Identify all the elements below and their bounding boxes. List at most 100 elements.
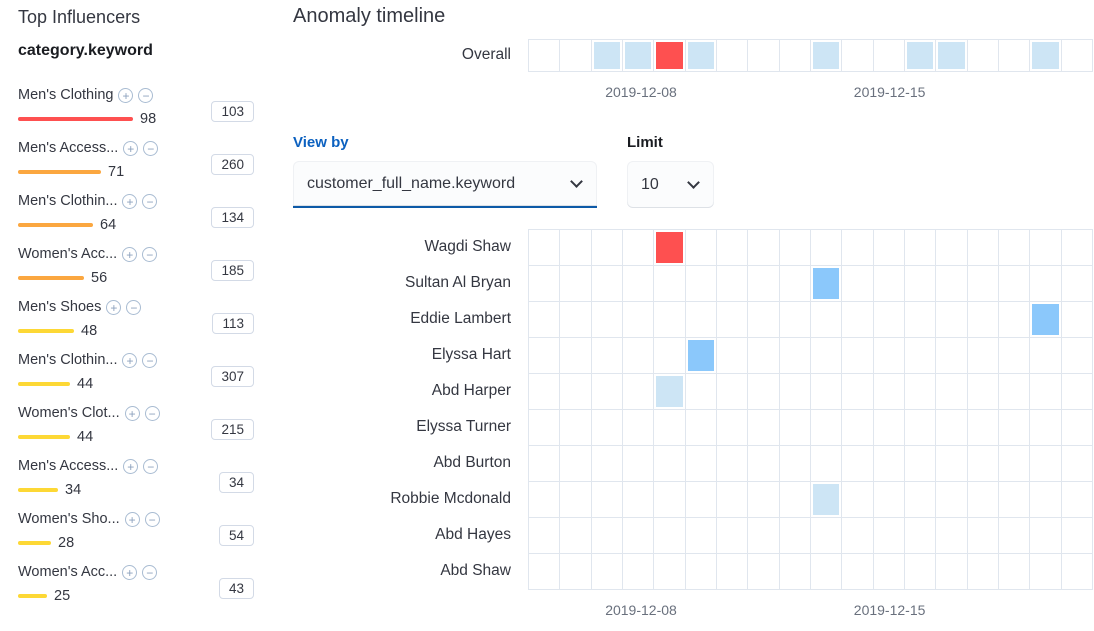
swimlane-cell[interactable]: [591, 374, 623, 410]
swimlane-cell[interactable]: [779, 554, 811, 590]
swimlane-cell[interactable]: [936, 302, 968, 338]
swimlane-cell[interactable]: [873, 266, 905, 302]
swimlane-cell[interactable]: [654, 446, 686, 482]
swimlane-cell[interactable]: [810, 40, 843, 72]
swimlane-cell[interactable]: [748, 40, 780, 72]
swimlane-cell[interactable]: [654, 40, 686, 72]
swimlane-cell[interactable]: [1030, 40, 1062, 72]
swimlane-cell[interactable]: [716, 554, 749, 590]
swimlane-cell[interactable]: [716, 482, 749, 518]
swimlane-cell[interactable]: [529, 554, 561, 590]
swimlane-cell[interactable]: [560, 338, 592, 374]
swimlane-cell[interactable]: [529, 482, 561, 518]
swimlane-cell[interactable]: [560, 482, 592, 518]
swimlane-cell[interactable]: [1030, 230, 1062, 266]
swimlane-cell[interactable]: [748, 482, 780, 518]
swimlane-cell[interactable]: [560, 230, 592, 266]
swimlane-cell[interactable]: [967, 482, 999, 518]
swimlane-cell[interactable]: [1030, 554, 1062, 590]
swimlane-cell[interactable]: [654, 338, 686, 374]
swimlane-cell[interactable]: [622, 40, 655, 72]
add-filter-icon[interactable]: +: [123, 141, 139, 156]
swimlane-cell[interactable]: [779, 482, 811, 518]
swimlane-cell[interactable]: [560, 518, 592, 554]
swimlane-cell[interactable]: [1061, 40, 1093, 72]
swimlane-cell[interactable]: [748, 554, 780, 590]
swimlane-cell[interactable]: [810, 410, 843, 446]
remove-filter-icon[interactable]: −: [126, 300, 142, 315]
remove-filter-icon[interactable]: −: [144, 406, 160, 421]
swimlane-cell[interactable]: [748, 410, 780, 446]
swimlane-cell[interactable]: [810, 338, 843, 374]
swimlane-cell[interactable]: [716, 338, 749, 374]
swimlane-cell[interactable]: [873, 482, 905, 518]
swimlane-cell[interactable]: [622, 410, 655, 446]
swimlane-cell[interactable]: [936, 410, 968, 446]
swimlane-cell[interactable]: [904, 410, 937, 446]
swimlane-cell[interactable]: [748, 518, 780, 554]
swimlane-cell[interactable]: [685, 482, 717, 518]
swimlane-cell[interactable]: [842, 40, 874, 72]
swimlane-cell[interactable]: [654, 554, 686, 590]
add-filter-icon[interactable]: +: [118, 88, 134, 103]
swimlane-cell[interactable]: [716, 518, 749, 554]
swimlane-cell[interactable]: [904, 230, 937, 266]
swimlane-cell[interactable]: [873, 338, 905, 374]
swimlane-cell[interactable]: [1061, 446, 1093, 482]
swimlane-cell[interactable]: [654, 266, 686, 302]
swimlane-cell[interactable]: [591, 446, 623, 482]
swimlane-cell[interactable]: [622, 374, 655, 410]
swimlane-cell[interactable]: [748, 338, 780, 374]
swimlane-cell[interactable]: [842, 410, 874, 446]
swimlane-cell[interactable]: [622, 266, 655, 302]
swimlane-cell[interactable]: [842, 338, 874, 374]
swimlane-cell[interactable]: [716, 446, 749, 482]
swimlane-cell[interactable]: [998, 410, 1031, 446]
add-filter-icon[interactable]: +: [122, 565, 138, 580]
swimlane-cell[interactable]: [967, 446, 999, 482]
swimlane-cell[interactable]: [842, 374, 874, 410]
add-filter-icon[interactable]: +: [124, 406, 140, 421]
remove-filter-icon[interactable]: −: [143, 141, 159, 156]
swimlane-cell[interactable]: [560, 446, 592, 482]
swimlane-cell[interactable]: [1030, 410, 1062, 446]
swimlane-cell[interactable]: [936, 374, 968, 410]
swimlane-cell[interactable]: [842, 482, 874, 518]
swimlane-cell[interactable]: [560, 410, 592, 446]
swimlane-cell[interactable]: [810, 230, 843, 266]
swimlane-cell[interactable]: [873, 518, 905, 554]
swimlane-cell[interactable]: [1030, 302, 1062, 338]
swimlane-cell[interactable]: [904, 374, 937, 410]
swimlane-cell[interactable]: [936, 40, 968, 72]
swimlane-cell[interactable]: [904, 302, 937, 338]
swimlane-cell[interactable]: [967, 410, 999, 446]
swimlane-cell[interactable]: [654, 374, 686, 410]
swimlane-cell[interactable]: [591, 410, 623, 446]
swimlane-cell[interactable]: [1061, 518, 1093, 554]
remove-filter-icon[interactable]: −: [142, 565, 158, 580]
swimlane-cell[interactable]: [1030, 518, 1062, 554]
swimlane-cell[interactable]: [998, 482, 1031, 518]
swimlane-cell[interactable]: [810, 482, 843, 518]
swimlane-cell[interactable]: [654, 230, 686, 266]
swimlane-cell[interactable]: [622, 230, 655, 266]
swimlane-cell[interactable]: [873, 302, 905, 338]
swimlane-cell[interactable]: [529, 302, 561, 338]
remove-filter-icon[interactable]: −: [143, 459, 159, 474]
swimlane-cell[interactable]: [529, 230, 561, 266]
swimlane-cell[interactable]: [622, 482, 655, 518]
swimlane-cell[interactable]: [560, 554, 592, 590]
swimlane-cell[interactable]: [998, 446, 1031, 482]
swimlane-cell[interactable]: [842, 302, 874, 338]
remove-filter-icon[interactable]: −: [142, 353, 158, 368]
swimlane-cell[interactable]: [998, 302, 1031, 338]
swimlane-cell[interactable]: [998, 230, 1031, 266]
swimlane-cell[interactable]: [748, 446, 780, 482]
swimlane-cell[interactable]: [716, 40, 749, 72]
swimlane-cell[interactable]: [1030, 482, 1062, 518]
swimlane-cell[interactable]: [685, 554, 717, 590]
remove-filter-icon[interactable]: −: [142, 247, 158, 262]
swimlane-cell[interactable]: [529, 518, 561, 554]
swimlane-cell[interactable]: [936, 446, 968, 482]
swimlane-cell[interactable]: [529, 410, 561, 446]
